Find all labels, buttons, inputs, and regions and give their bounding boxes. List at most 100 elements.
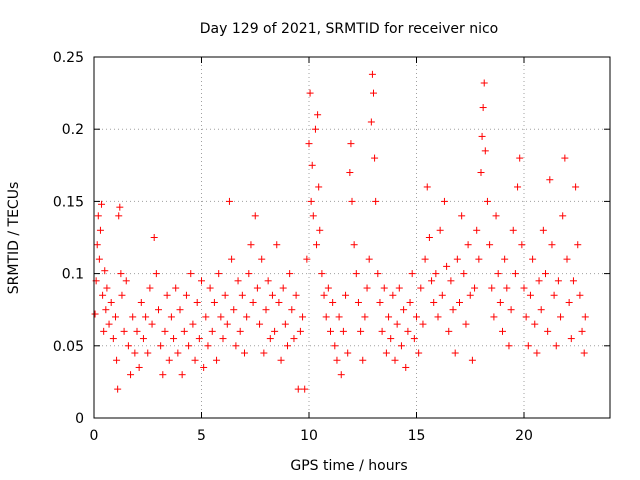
data-point	[191, 356, 199, 364]
data-point	[223, 320, 231, 328]
data-point	[535, 277, 543, 285]
data-point	[318, 270, 326, 278]
data-point	[243, 313, 251, 321]
data-point	[96, 226, 104, 234]
grid-layer	[94, 57, 610, 418]
data-point	[307, 197, 315, 205]
data-point	[195, 335, 203, 343]
data-point	[395, 284, 403, 292]
data-point	[144, 349, 152, 357]
data-point	[546, 176, 554, 184]
data-point	[417, 284, 425, 292]
data-point	[262, 306, 270, 314]
data-point	[268, 291, 276, 299]
data-point	[354, 298, 362, 306]
data-point	[135, 363, 143, 371]
data-point	[385, 313, 393, 321]
data-point	[115, 212, 123, 220]
data-point	[374, 270, 382, 278]
data-point	[273, 241, 281, 249]
data-point	[260, 349, 268, 357]
data-point	[284, 342, 291, 350]
data-point	[382, 349, 390, 357]
data-point	[249, 298, 257, 306]
data-point	[451, 349, 459, 357]
data-point	[393, 320, 401, 328]
data-point	[460, 270, 468, 278]
plot-frame	[93, 56, 611, 419]
data-point	[550, 291, 558, 299]
data-point	[524, 342, 532, 350]
data-point	[567, 335, 575, 343]
data-point	[410, 335, 418, 343]
data-point	[264, 277, 272, 285]
data-point	[514, 183, 522, 191]
data-point	[425, 234, 433, 241]
data-point	[387, 335, 395, 343]
data-point	[309, 212, 317, 220]
data-point	[576, 291, 584, 299]
data-point	[306, 89, 314, 97]
data-point	[100, 327, 108, 335]
data-point	[219, 335, 227, 343]
data-point	[494, 270, 502, 278]
y-tick-label: 0.2	[62, 122, 84, 138]
data-point	[404, 327, 412, 335]
data-point	[371, 154, 379, 162]
data-point	[99, 291, 107, 299]
data-point	[563, 255, 571, 263]
data-point	[146, 284, 154, 292]
data-point	[296, 327, 304, 335]
data-point	[402, 363, 410, 371]
data-point	[137, 298, 145, 306]
data-point	[230, 306, 238, 314]
data-point	[479, 104, 487, 112]
data-point	[180, 327, 188, 335]
data-point	[290, 335, 298, 343]
data-point	[518, 241, 526, 249]
data-point	[178, 371, 186, 379]
data-point	[554, 277, 562, 285]
data-point	[120, 327, 128, 335]
data-point	[370, 89, 377, 97]
points-layer	[91, 70, 589, 393]
data-point	[526, 291, 534, 299]
data-point	[116, 203, 124, 211]
data-point	[313, 241, 321, 249]
data-point	[148, 320, 156, 328]
data-point	[245, 270, 253, 278]
data-point	[118, 291, 126, 299]
data-point	[578, 327, 586, 335]
x-tick-label: 10	[300, 428, 318, 444]
data-point	[488, 284, 496, 292]
data-point	[142, 313, 150, 321]
data-point	[113, 356, 121, 364]
data-point	[331, 342, 339, 350]
data-point	[157, 342, 165, 350]
data-point	[185, 342, 193, 350]
data-point	[406, 298, 414, 306]
data-point	[569, 277, 577, 285]
data-point	[505, 342, 513, 350]
data-point	[271, 327, 279, 335]
y-axis-label: SRMTID / TECUs	[6, 182, 22, 295]
data-point	[117, 270, 125, 278]
data-point	[176, 306, 184, 314]
data-point	[93, 241, 101, 249]
data-point	[361, 313, 369, 321]
data-point	[445, 327, 453, 335]
data-point	[161, 327, 169, 335]
data-point	[561, 154, 569, 162]
data-point	[443, 262, 451, 270]
data-point	[174, 349, 182, 357]
data-point	[333, 356, 341, 364]
data-point	[542, 270, 549, 278]
data-point	[215, 270, 223, 278]
data-point	[221, 291, 229, 299]
data-point	[335, 313, 343, 321]
data-point	[344, 349, 352, 357]
data-point	[206, 284, 214, 292]
data-point	[539, 226, 547, 234]
data-point	[531, 320, 539, 328]
data-point	[133, 327, 141, 335]
